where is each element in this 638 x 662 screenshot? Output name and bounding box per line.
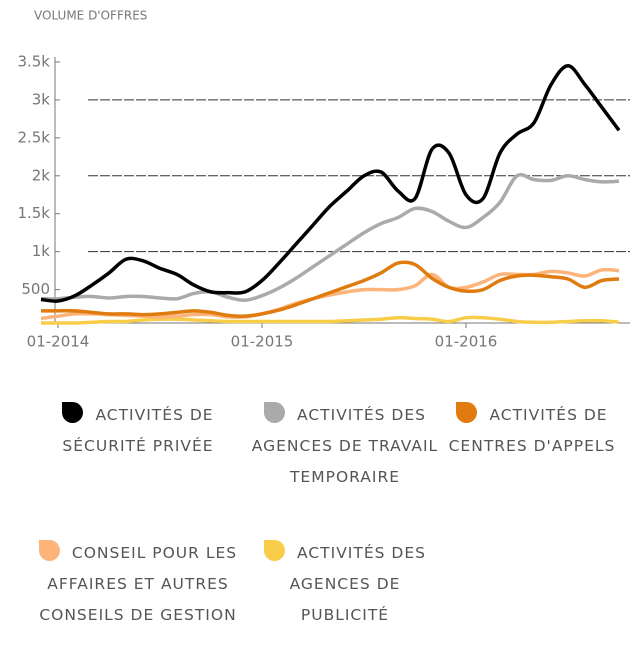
x-tick-label: 01-2015 [231, 333, 294, 351]
x-tick-label: 01-2014 [27, 333, 90, 351]
legend-item: ACTIVITÉS DES AGENCES DE PUBLICITÉ [245, 538, 445, 631]
legend-item: ACTIVITÉS DE CENTRES D'APPELS [432, 400, 632, 462]
line [41, 315, 620, 325]
legend-icon [38, 540, 60, 561]
y-tick-label: 2.5k [17, 128, 50, 146]
legend-label: ACTIVITÉS DES AGENCES DE PUBLICITÉ [289, 544, 426, 624]
y-tick-label: 1.5k [17, 204, 50, 222]
legend-label: ACTIVITÉS DE CENTRES D'APPELS [448, 406, 616, 455]
chart: VOLUME D'OFFRES 500 1k 1.5k 2k 2.5k 3k 3.5k 01-… [17, 9, 630, 351]
line [41, 260, 620, 318]
legend-item: ACTIVITÉS DE SÉCURITÉ PRIVÉE [38, 400, 238, 462]
legend-icon [264, 402, 286, 423]
x-tick-label: 01-2016 [435, 333, 498, 351]
legend-label: CONSEIL POUR LES AFFAIRES ET AUTRES CONS… [39, 544, 238, 624]
legend-icon [264, 540, 286, 561]
legend-item: CONSEIL POUR LES AFFAIRES ET AUTRES CONS… [38, 538, 238, 631]
y-tick-label: 3.5k [17, 53, 50, 71]
y-tick-label: 1k [32, 242, 51, 260]
y-tick-label: 3k [32, 90, 51, 108]
legend-icon [456, 402, 478, 423]
y-tick-label: 500 [21, 280, 50, 298]
legend-label: ACTIVITÉS DE SÉCURITÉ PRIVÉE [62, 406, 214, 455]
y-tick-label: 2k [32, 166, 51, 184]
legend-label: ACTIVITÉS DES AGENCES DE TRAVAIL TEMPORA… [251, 406, 439, 486]
legend-item: ACTIVITÉS DES AGENCES DE TRAVAIL TEMPORA… [245, 400, 445, 493]
y-axis-label: VOLUME D'OFFRES [34, 9, 147, 23]
legend-icon [62, 402, 84, 423]
line [40, 172, 620, 302]
line [40, 64, 621, 303]
